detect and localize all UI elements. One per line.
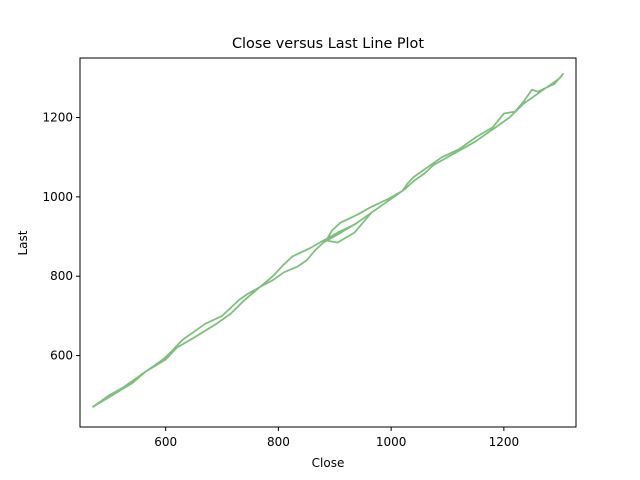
x-tick-label: 1000 [376, 435, 407, 449]
x-axis: 600 800 1000 1200 [154, 427, 519, 449]
chart-title: Close versus Last Line Plot [232, 36, 424, 52]
x-tick-label: 1200 [489, 435, 520, 449]
plot-area [91, 73, 564, 408]
series-line-0 [91, 73, 564, 408]
y-tick-label: 800 [50, 269, 73, 283]
x-axis-title: Close [312, 456, 345, 470]
y-tick-label: 1200 [42, 111, 73, 125]
y-tick-label: 600 [50, 349, 73, 363]
x-tick-label: 800 [267, 435, 290, 449]
y-tick-label: 1000 [42, 190, 73, 204]
plot-frame [79, 57, 577, 428]
x-tick-label: 600 [154, 435, 177, 449]
y-axis-title: Last [16, 230, 30, 255]
y-axis: 600 800 1000 1200 [42, 111, 80, 363]
